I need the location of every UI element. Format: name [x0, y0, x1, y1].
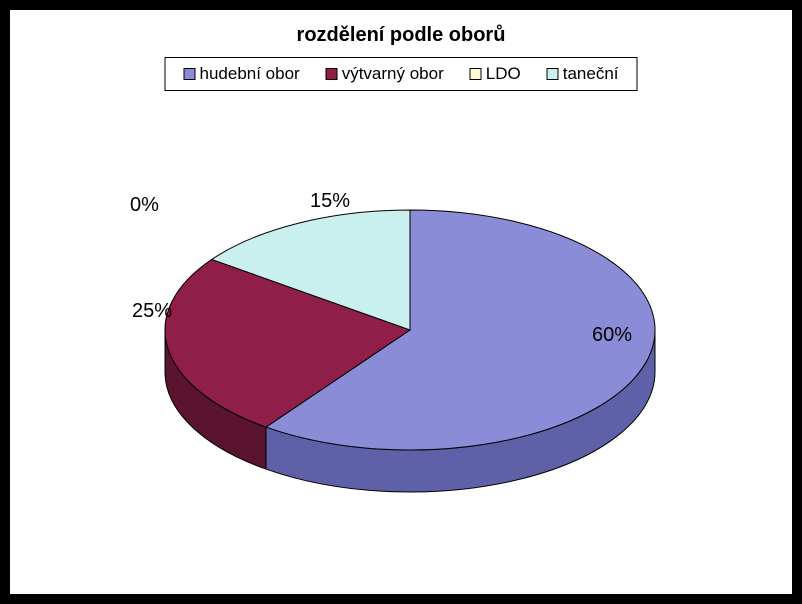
legend-item-vytvarny: výtvarný obor	[326, 64, 444, 84]
legend: hudební obor výtvarný obor LDO taneční	[165, 57, 638, 91]
legend-swatch-ldo	[470, 68, 482, 80]
legend-swatch-vytvarny	[326, 68, 338, 80]
pie-label-25: 25%	[132, 300, 172, 323]
legend-item-hudebni: hudební obor	[184, 64, 300, 84]
chart-frame: rozdělení podle oborů hudební obor výtva…	[0, 0, 802, 604]
legend-item-ldo: LDO	[470, 64, 521, 84]
chart-title: rozdělení podle oborů	[10, 10, 792, 57]
legend-label: LDO	[486, 64, 521, 84]
legend-swatch-tanecni	[547, 68, 559, 80]
legend-label: výtvarný obor	[342, 64, 444, 84]
pie-label-15: 15%	[310, 190, 350, 213]
pie-label-60: 60%	[592, 324, 632, 347]
legend-swatch-hudebni	[184, 68, 196, 80]
pie-chart-area: 60% 25% 15% 0%	[10, 130, 792, 594]
pie-label-0: 0%	[130, 194, 159, 217]
legend-item-tanecni: taneční	[547, 64, 619, 84]
legend-label: hudební obor	[200, 64, 300, 84]
legend-label: taneční	[563, 64, 619, 84]
pie-chart	[10, 130, 792, 590]
